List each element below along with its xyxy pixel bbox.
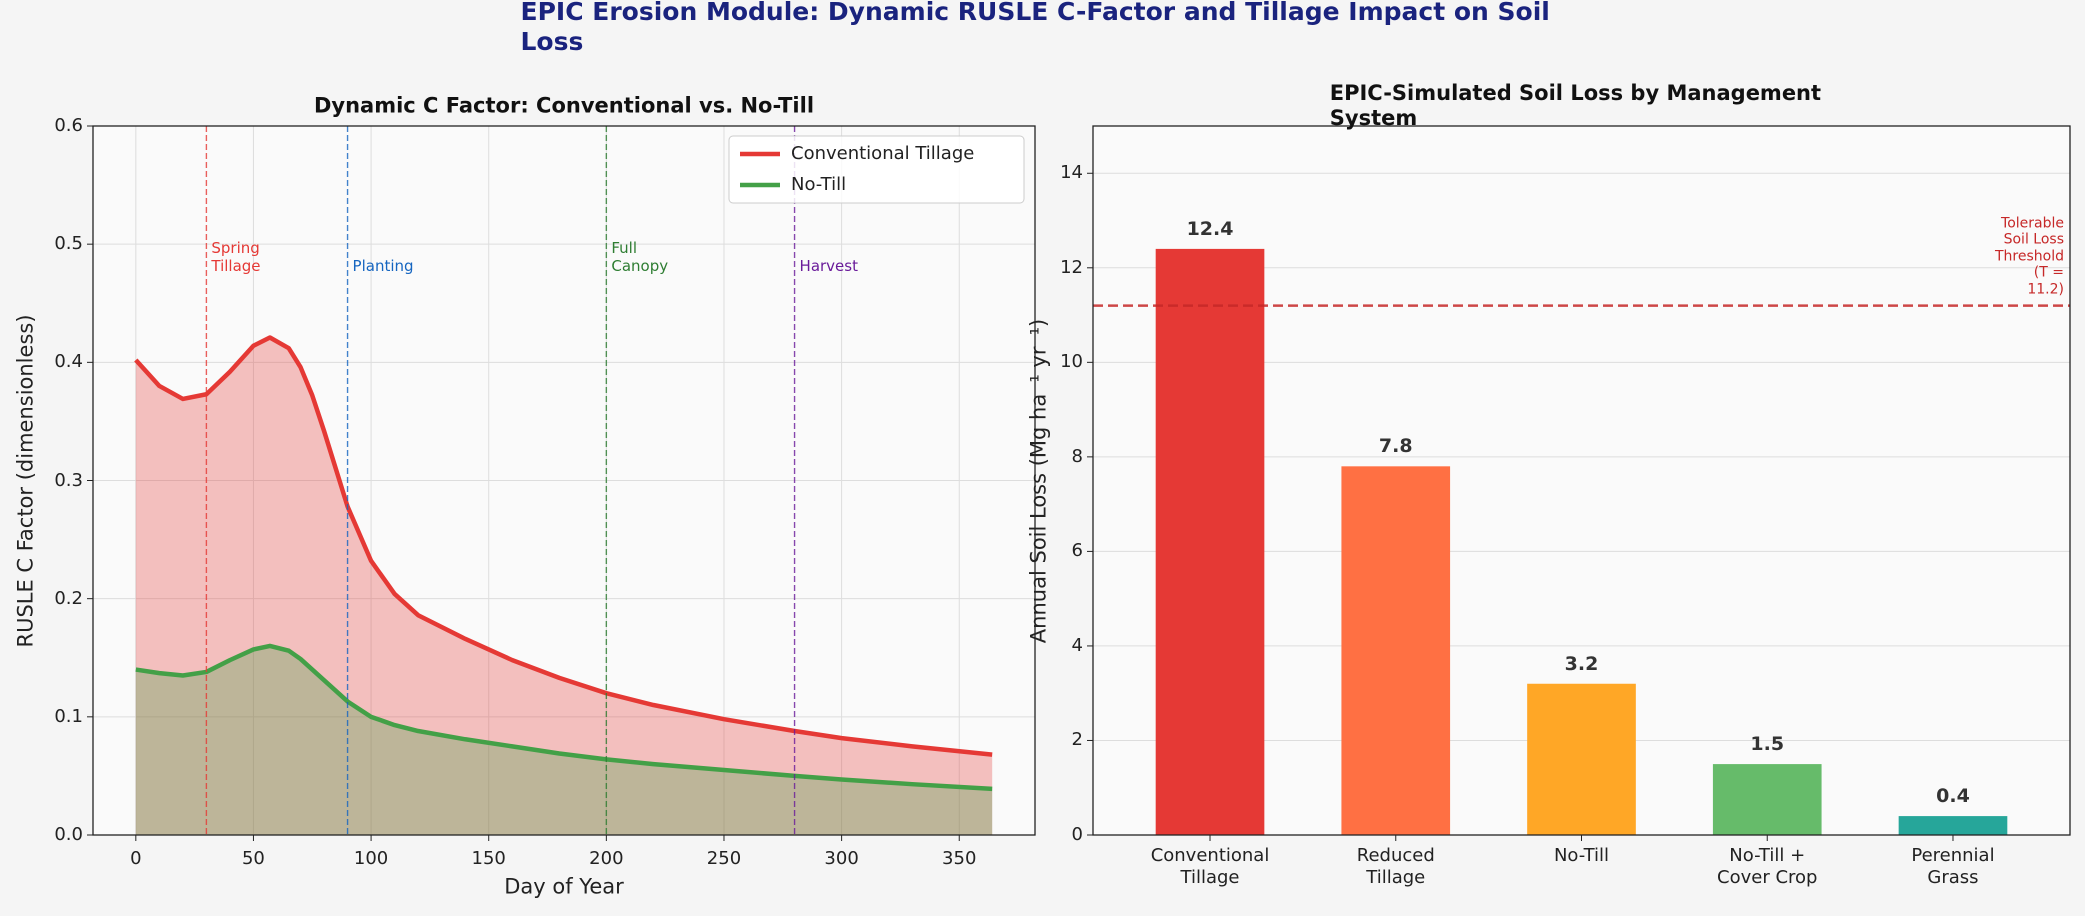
x-tick-label: 100	[353, 848, 389, 870]
value-label: 1.5	[1750, 733, 1785, 756]
bar	[1341, 466, 1451, 835]
value-label: 7.8	[1378, 435, 1413, 458]
x-axis-label: Day of Year	[504, 874, 624, 899]
y-tick-label: 2	[1071, 729, 1083, 751]
value-label: 0.4	[1936, 785, 1970, 808]
y-tick-label: 0.5	[54, 233, 83, 255]
x-tick-label: 300	[824, 848, 859, 870]
x-tick-label: 0	[130, 848, 142, 870]
value-label: 3.2	[1564, 652, 1599, 675]
x-tick-label: Conventional Tillage	[1150, 845, 1270, 888]
x-tick-label: No-Till + Cover Crop	[1717, 845, 1818, 888]
y-tick-label: 10	[1060, 351, 1083, 373]
event-label: Spring Tillage	[211, 238, 261, 275]
y-tick-label: 8	[1071, 446, 1083, 468]
y-tick-label: 4	[1071, 635, 1083, 657]
legend-box	[728, 135, 1025, 204]
x-tick-label: 200	[589, 848, 624, 870]
area-fill	[135, 645, 993, 835]
y-axis-label: Annual Soil Loss (Mg ha⁻¹ yr⁻¹)	[1026, 318, 1051, 643]
x-tick-label: 250	[706, 848, 742, 870]
x-tick-label: 150	[471, 848, 506, 870]
axis-title: EPIC-Simulated Soil Loss by Management S…	[1329, 80, 1822, 130]
value-label: 12.4	[1186, 218, 1234, 241]
legend-label: No-Till	[791, 174, 847, 196]
legend-label: Conventional Tillage	[791, 143, 975, 165]
y-tick-label: 14	[1060, 162, 1083, 184]
event-label: Full Canopy	[611, 238, 669, 275]
x-tick-label: 50	[241, 848, 265, 870]
y-tick-label: 6	[1071, 540, 1083, 562]
x-tick-label: Reduced Tillage	[1356, 845, 1435, 888]
figure-title: EPIC Erosion Module: Dynamic RUSLE C-Fac…	[520, 0, 1550, 56]
event-label: Planting	[352, 256, 414, 275]
axis-title: Dynamic C Factor: Conventional vs. No-Ti…	[313, 93, 815, 118]
bar	[1527, 683, 1636, 835]
bar	[1155, 248, 1265, 836]
event-label: Harvest	[799, 256, 858, 275]
threshold-label: Tolerable Soil Loss Threshold (T = 11.2)	[1995, 215, 2064, 298]
bar	[1712, 764, 1822, 835]
area-fill	[135, 337, 993, 835]
x-tick-label: No-Till	[1553, 845, 1610, 866]
axes-frame	[1092, 125, 2071, 836]
x-tick-label: Perennial Grass	[1911, 845, 1995, 888]
bar	[1898, 816, 2008, 835]
axes-frame	[92, 125, 1036, 836]
y-tick-label: 0.3	[54, 469, 83, 491]
y-tick-label: 0.6	[54, 115, 83, 137]
y-tick-label: 0	[1071, 824, 1083, 846]
line	[134, 335, 993, 757]
y-tick-label: 0.1	[54, 706, 83, 728]
x-tick-label: 350	[942, 848, 977, 870]
y-tick-label: 0.2	[54, 587, 83, 609]
y-axis-label: RUSLE C Factor (dimensionless)	[13, 313, 38, 648]
y-tick-label: 12	[1060, 257, 1083, 278]
line	[135, 643, 993, 792]
y-tick-label: 0.4	[54, 351, 83, 373]
y-tick-label: 0.0	[54, 824, 83, 846]
